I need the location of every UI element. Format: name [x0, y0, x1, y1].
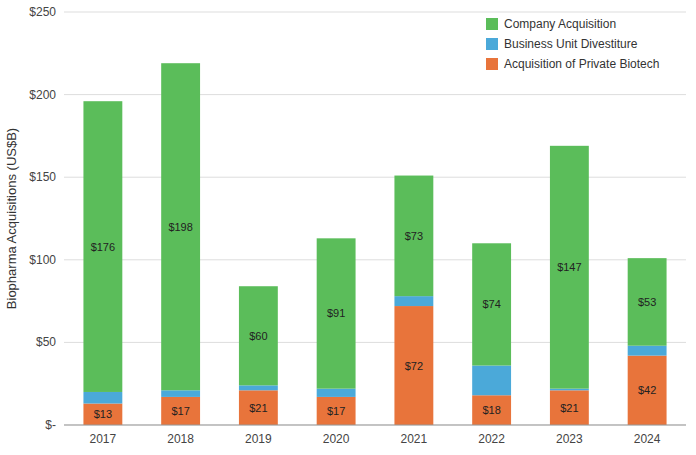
bar-segment	[239, 385, 278, 390]
data-label: $73	[405, 230, 423, 242]
bar-segment	[317, 238, 356, 388]
legend-swatch	[486, 38, 498, 50]
legend-swatch	[486, 18, 498, 30]
data-label: $176	[91, 241, 115, 253]
bar-segment	[161, 63, 200, 390]
bar-segment	[472, 243, 511, 365]
y-axis: $- $50 $100 $150 $200 $250	[29, 5, 686, 432]
data-label: $17	[327, 405, 345, 417]
grid-line	[64, 177, 686, 178]
y-tick-label: $-	[45, 418, 56, 432]
x-tick-label: 2023	[556, 432, 583, 446]
bars	[83, 63, 666, 425]
legend-swatch	[486, 58, 498, 70]
x-tick-label: 2019	[245, 432, 272, 446]
bar-segment	[161, 390, 200, 397]
x-axis: 2017 2018 2019 2020 2021 2022 2023 2024	[90, 432, 661, 446]
bar-segment	[239, 286, 278, 385]
bar-segment	[628, 346, 667, 356]
data-label: $60	[249, 330, 267, 342]
y-tick-label: $250	[29, 5, 56, 19]
x-tick-label: 2021	[401, 432, 428, 446]
bar-segment	[394, 176, 433, 297]
bar-segment	[317, 389, 356, 397]
bar-segment	[472, 366, 511, 396]
data-label: $17	[171, 405, 189, 417]
data-label: $21	[560, 402, 578, 414]
x-tick-label: 2022	[478, 432, 505, 446]
data-label: $198	[168, 221, 192, 233]
grid-line	[64, 342, 686, 343]
x-axis-line	[64, 425, 686, 426]
data-label: $91	[327, 307, 345, 319]
bar-segment	[394, 306, 433, 425]
chart: $- $50 $100 $150 $200 $250 Biopharma Acquisiti…	[0, 0, 696, 455]
bar-segment	[628, 258, 667, 346]
data-labels: $13 $17 $21 $17 $72 $18 $21 $42 $176 $198 $60 $91 $7…	[91, 221, 657, 421]
y-tick-label: $200	[29, 88, 56, 102]
x-tick-label: 2020	[323, 432, 350, 446]
x-tick-label: 2017	[90, 432, 117, 446]
bar-segment	[550, 390, 589, 425]
data-label: $53	[638, 296, 656, 308]
bar-segment	[161, 397, 200, 425]
bar-segment	[83, 101, 122, 392]
y-tick-label: $150	[29, 170, 56, 184]
x-tick-label: 2024	[634, 432, 661, 446]
legend-label: Company Acquisition	[504, 17, 616, 31]
grid-line	[64, 12, 686, 13]
y-tick-label: $100	[29, 253, 56, 267]
bar-segment	[550, 389, 589, 391]
legend-label: Business Unit Divestiture	[504, 37, 638, 51]
grid-line	[64, 425, 686, 426]
y-axis-label: Biopharma Acquisitions (US$B)	[4, 128, 19, 309]
data-label: $18	[482, 404, 500, 416]
y-tick-label: $50	[36, 335, 56, 349]
data-label: $21	[249, 402, 267, 414]
data-label: $42	[638, 384, 656, 396]
x-tick-label: 2018	[167, 432, 194, 446]
data-label: $13	[94, 408, 112, 420]
bar-segment	[239, 390, 278, 425]
bar-segment	[628, 356, 667, 425]
bar-segment	[317, 397, 356, 425]
grid-line	[64, 94, 686, 95]
bar-segment	[83, 404, 122, 425]
data-label: $74	[482, 298, 500, 310]
grid-line	[64, 259, 686, 260]
data-label: $147	[557, 261, 581, 273]
bar-segment	[394, 296, 433, 306]
bar-segment	[83, 392, 122, 404]
bar-segment	[550, 146, 589, 389]
data-label: $72	[405, 360, 423, 372]
bar-segment	[472, 395, 511, 425]
legend: Company Acquisition Business Unit Divesti…	[486, 17, 659, 71]
legend-label: Acquisition of Private Biotech	[504, 57, 659, 71]
